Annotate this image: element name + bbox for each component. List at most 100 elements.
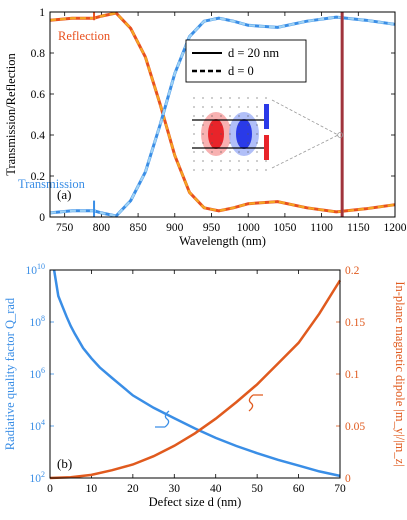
x-tick-label: 1200	[384, 222, 407, 234]
x-tick-label: 30	[169, 483, 181, 495]
inset-vector-dot	[211, 142, 213, 144]
inset-vector-dot	[202, 169, 204, 171]
inset-vector-dot	[238, 106, 240, 108]
inset-vector-dot	[238, 142, 240, 144]
inset-blue-lobe	[236, 119, 252, 149]
x-tick-label: 0	[47, 483, 53, 495]
inset-vector-dot	[202, 124, 204, 126]
left-tick-label: 1010	[26, 262, 46, 277]
inset-connector-bottom	[271, 134, 339, 169]
inset-vector-dot	[193, 115, 195, 117]
inset-vector-dot	[211, 160, 213, 162]
inset-vector-dot	[193, 142, 195, 144]
left-tick-label: 108	[30, 314, 46, 329]
inset-vector-dot	[247, 97, 249, 99]
left-tick-label: 106	[30, 366, 46, 381]
inset-colorbar-red	[264, 132, 269, 160]
inset-vector-dot	[193, 97, 195, 99]
q-rad-axis-arrow	[155, 410, 170, 428]
inset-vector-dot	[238, 160, 240, 162]
inset-vector-dot	[238, 133, 240, 135]
inset-vector-dot	[211, 124, 213, 126]
inset-vector-dot	[220, 142, 222, 144]
inset-vector-dot	[211, 97, 213, 99]
x-tick-label: 950	[203, 222, 221, 234]
inset-vector-dot	[238, 115, 240, 117]
inset-vector-dot	[256, 133, 258, 135]
x-axis-label-b: Defect size d (nm)	[149, 495, 242, 509]
x-tick-label: 40	[210, 483, 222, 495]
inset-connector-top	[271, 99, 339, 136]
inset-vector-dot	[220, 97, 222, 99]
y-tick-label: 0.4	[31, 130, 46, 142]
panel-b: 0 10 20 30 40 50 60 70 102 104 106 108 1010 0 0.05 0.1 0…	[3, 262, 407, 509]
inset-vector-dot	[220, 169, 222, 171]
inset-vector-dot	[211, 151, 213, 153]
inset-vector-dot	[202, 133, 204, 135]
inset-vector-dot	[193, 106, 195, 108]
plot-frame-b	[49, 269, 341, 479]
y-tick-label: 0	[39, 212, 45, 224]
inset-vector-dot	[220, 106, 222, 108]
inset-colorbar-blue	[264, 104, 269, 132]
x-axis-label-a: Wavelength (nm)	[179, 234, 266, 248]
inset-vector-dot	[247, 169, 249, 171]
inset-vector-dot	[256, 97, 258, 99]
inset-vector-dot	[229, 151, 231, 153]
x-tick-label: 1100	[310, 222, 333, 234]
inset-vector-dot	[202, 142, 204, 144]
inset-vector-dot	[256, 151, 258, 153]
magnetic-dipole-line	[49, 279, 342, 480]
inset-vector-dot	[202, 97, 204, 99]
x-tick-label: 1150	[347, 222, 370, 234]
left-axis-label: Radiative quality factor Q_rad	[3, 297, 17, 450]
q-rad-line	[52, 269, 341, 478]
inset-vector-dot	[229, 124, 231, 126]
inset-vector-dot	[220, 133, 222, 135]
inset-vector-dot	[229, 169, 231, 171]
left-tick-label: 104	[30, 418, 46, 433]
inset-vector-dot	[256, 169, 258, 171]
panel-label-a: (a)	[57, 187, 71, 202]
inset-vector-dot	[229, 106, 231, 108]
right-tick-label: 0	[345, 473, 351, 485]
x-tick-label: 50	[251, 483, 263, 495]
x-tick-label: 20	[127, 483, 139, 495]
x-tick-label: 1050	[273, 222, 296, 234]
right-axis-label: In-plane magnetic dipole |m_y|/|m_z|	[393, 281, 407, 466]
legend-label-d20: d = 20 nm	[228, 46, 279, 60]
inset-vector-dot	[193, 151, 195, 153]
x-tick-label: 900	[166, 222, 184, 234]
inset-vector-dot	[256, 106, 258, 108]
right-tick-label: 0.1	[345, 369, 360, 381]
x-tick-label: 10	[86, 483, 98, 495]
inset-vector-dot	[229, 160, 231, 162]
inset-vector-dot	[193, 169, 195, 171]
inset-vector-dot	[220, 124, 222, 126]
inset-vector-dot	[247, 124, 249, 126]
y-tick-label: 0.2	[31, 171, 46, 183]
left-tick-label: 102	[30, 470, 46, 485]
inset-vector-dot	[247, 151, 249, 153]
inset-vector-dot	[256, 142, 258, 144]
legend-label-d0: d = 0	[228, 64, 254, 78]
right-tick-label: 0.05	[345, 421, 365, 433]
x-tick-label: 750	[56, 222, 74, 234]
transmission-annotation: Transmission	[18, 177, 86, 191]
plot-frame-a	[49, 11, 396, 218]
inset-vector-dot	[238, 151, 240, 153]
y-tick-label: 1	[39, 7, 45, 19]
right-tick-label: 0.15	[345, 317, 365, 329]
inset-vector-dot	[265, 97, 267, 99]
reflection-dashed-line	[49, 11, 396, 214]
inset-vector-dot	[202, 160, 204, 162]
inset-red-lobe	[208, 119, 224, 149]
x-tick-label: 800	[93, 222, 111, 234]
inset-vector-dot	[256, 124, 258, 126]
inset-vector-dot	[193, 124, 195, 126]
inset-colorbar-white	[264, 129, 269, 135]
dipole-axis-arrow	[248, 394, 263, 412]
inset-vector-dot	[247, 106, 249, 108]
reflection-annotation: Reflection	[58, 29, 111, 43]
